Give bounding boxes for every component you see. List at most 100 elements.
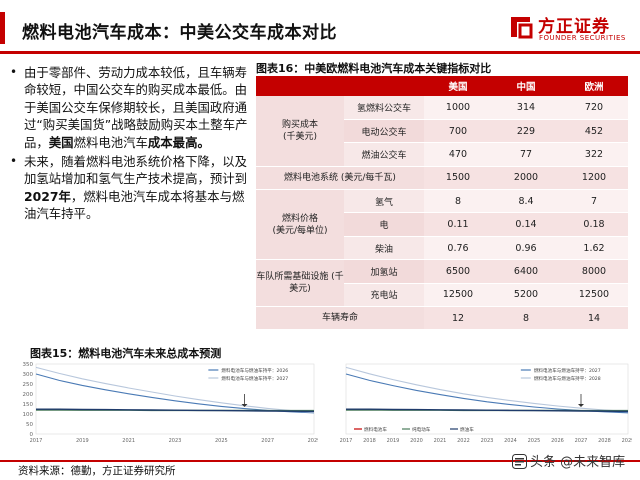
table-header-cell bbox=[256, 76, 344, 96]
row-group-label: 燃料电池系统 (美元/每千瓦) bbox=[256, 166, 424, 191]
table-header-cell: 中国 bbox=[492, 76, 560, 96]
bullet-text-run: ，燃料电池汽车成本将基本与燃油汽车持平。 bbox=[24, 188, 245, 222]
x-tick-label: 2027 bbox=[261, 438, 274, 444]
cost-forecast-chart-right: 2017 2018 2019 2020 2021 2022 2023 2024 2025 2026… bbox=[340, 363, 632, 444]
plot-area bbox=[35, 363, 315, 435]
header-divider bbox=[0, 51, 640, 54]
row-sub-label: 电 bbox=[344, 212, 424, 237]
footer-divider bbox=[0, 460, 640, 462]
table-row: 柴油 0.76 0.96 1.62 bbox=[256, 236, 628, 261]
cost-forecast-chart-left: 0 50 100 150 200 250 300 350 2017 2019 2021 2023 202… bbox=[23, 362, 319, 444]
table-cell: 0.14 bbox=[492, 212, 560, 237]
x-tick-label: 2029 bbox=[622, 438, 632, 444]
x-tick-label: 2025 bbox=[215, 438, 228, 444]
table-cell: 14 bbox=[560, 306, 628, 331]
row-group-label: 车队所需基础设施 (千美元) bbox=[256, 259, 344, 308]
x-tick-label: 2019 bbox=[76, 438, 89, 444]
x-tick-label: 2025 bbox=[528, 438, 541, 444]
row-sub-label: 加氢站 bbox=[344, 259, 424, 284]
chart-title: 图表15：燃料电池汽车未来总成本预测 bbox=[30, 347, 222, 360]
legend-label: 燃料电池车 bbox=[364, 426, 387, 433]
x-tick-label: 2029 bbox=[308, 438, 318, 444]
y-tick-label: 200 bbox=[23, 392, 34, 398]
table-cell: 1500 bbox=[424, 166, 492, 191]
watermark: 头条 @未来智库 bbox=[512, 451, 625, 470]
table-cell: 7 bbox=[560, 189, 628, 214]
table-cell: 5200 bbox=[492, 283, 560, 308]
series-line bbox=[35, 366, 315, 413]
legend-label: 燃料电池车与燃油车持平：2028 bbox=[534, 375, 601, 382]
bullet-text: 未来，随着燃料电池系统价格下降，以及加氢站增加和氢气生产技术提高，预计到2027… bbox=[24, 153, 250, 223]
x-tick-label: 2021 bbox=[122, 438, 135, 444]
legend-label: 燃料电池车与燃油车持平：2027 bbox=[221, 375, 288, 382]
bullet-dot-icon: • bbox=[10, 154, 18, 169]
series-line bbox=[346, 408, 629, 413]
row-sub-label: 氢燃料公交车 bbox=[344, 96, 424, 120]
x-tick-label: 2018 bbox=[363, 438, 376, 444]
bullet-text-run: 未来，随着燃料电池系统价格下降，以及加氢站增加和氢气生产技术提高，预计到 bbox=[24, 154, 248, 187]
bullet-text-run: 成本最高。 bbox=[147, 134, 210, 150]
x-tick-label: 2017 bbox=[30, 438, 43, 444]
row-sub-label: 充电站 bbox=[344, 283, 424, 308]
y-tick-label: 350 bbox=[23, 362, 34, 368]
x-tick-label: 2026 bbox=[551, 438, 564, 444]
table-cell: 8 bbox=[424, 189, 492, 214]
y-tick-label: 150 bbox=[23, 402, 34, 408]
bullet-item: • 未来，随着燃料电池系统价格下降，以及加氢站增加和氢气生产技术提高，预计到202… bbox=[10, 153, 250, 223]
bullet-dot-icon: • bbox=[10, 65, 18, 79]
table-cell: 470 bbox=[424, 142, 492, 167]
table-row: 燃料价格 (美元/每单位) 氢气 8 8.4 7 bbox=[256, 189, 628, 261]
logo-name-cn: 方正证券 bbox=[538, 17, 610, 37]
table-cell: 229 bbox=[492, 119, 560, 144]
legend-label: 燃料电池车与燃油车持平：2026 bbox=[221, 367, 288, 374]
table-cell: 6400 bbox=[492, 259, 560, 284]
table-cell: 720 bbox=[560, 96, 628, 120]
slide-header: 燃料电池汽车成本：中美公交车成本对比 方正证券 FOUNDER SECURITI… bbox=[0, 0, 640, 62]
legend-label: 纯电动车 bbox=[412, 426, 431, 433]
table-header-cell: 美国 bbox=[424, 76, 492, 96]
row-group-label: 车辆寿命 bbox=[256, 306, 424, 331]
title-accent-bar bbox=[0, 12, 5, 44]
table-row: 电 0.11 0.14 0.18 bbox=[256, 212, 628, 237]
bullet-text-run: 燃料电池汽车 bbox=[73, 134, 148, 150]
table-cell: 2000 bbox=[492, 166, 560, 191]
table-cell: 322 bbox=[560, 142, 628, 167]
series-line bbox=[345, 366, 629, 412]
table-cell: 0.96 bbox=[492, 236, 560, 261]
table-row: 车队所需基础设施 (千美元) 加氢站 6500 6400 8000 bbox=[256, 259, 628, 308]
legend-label: 燃油车 bbox=[460, 426, 474, 433]
table-cell: 700 bbox=[424, 119, 492, 144]
row-sub-label: 氢气 bbox=[344, 189, 424, 214]
bullet-text-run: 由于零部件、劳动力成本较低，且车辆寿命较短，中国公交车的购买成本最低。由于美国公… bbox=[24, 65, 248, 150]
table-cell: 1000 bbox=[424, 96, 492, 120]
table-cell: 0.76 bbox=[424, 236, 492, 261]
arrow-head-icon bbox=[241, 404, 248, 407]
table-header-cell: 欧洲 bbox=[560, 76, 628, 96]
y-tick-label: 100 bbox=[23, 412, 34, 418]
legend-label: 燃料电池车与燃油车持平：2027 bbox=[534, 367, 601, 374]
table-cell: 314 bbox=[492, 96, 560, 120]
table-cell: 0.18 bbox=[560, 212, 628, 237]
table-row: 燃料电池系统 (美元/每千瓦) 1500 2000 1200 bbox=[256, 166, 628, 191]
table-cell: 1200 bbox=[560, 166, 628, 191]
row-group-label: 燃料价格 (美元/每单位) bbox=[256, 189, 344, 261]
y-tick-label: 250 bbox=[23, 382, 34, 388]
watermark-text: 头条 @未来智库 bbox=[530, 455, 626, 470]
table-cell: 452 bbox=[560, 119, 628, 144]
row-group-label: 购买成本 (千美元) bbox=[256, 96, 344, 167]
table-row: 电动公交车 700 229 452 bbox=[256, 119, 628, 144]
table-cell: 8 bbox=[492, 306, 560, 331]
x-tick-label: 2028 bbox=[598, 438, 611, 444]
table-cell: 12500 bbox=[424, 283, 492, 308]
series-line bbox=[36, 408, 315, 413]
table-row: 购买成本 (千美元) 氢燃料公交车 1000 314 720 bbox=[256, 96, 628, 167]
table-cell: 12 bbox=[424, 306, 492, 331]
arrow-head-icon bbox=[578, 404, 584, 407]
table-cell: 8.4 bbox=[492, 189, 560, 214]
table-cell: 1.62 bbox=[560, 236, 628, 261]
bullet-list: • 由于零部件、劳动力成本较低，且车辆寿命较短，中国公交车的购买成本最低。由于美国… bbox=[10, 64, 250, 225]
table-cell: 6500 bbox=[424, 259, 492, 284]
table-row: 车辆寿命 12 8 14 bbox=[256, 306, 628, 331]
table-cell: 77 bbox=[492, 142, 560, 167]
x-tick-label: 2021 bbox=[434, 438, 447, 444]
